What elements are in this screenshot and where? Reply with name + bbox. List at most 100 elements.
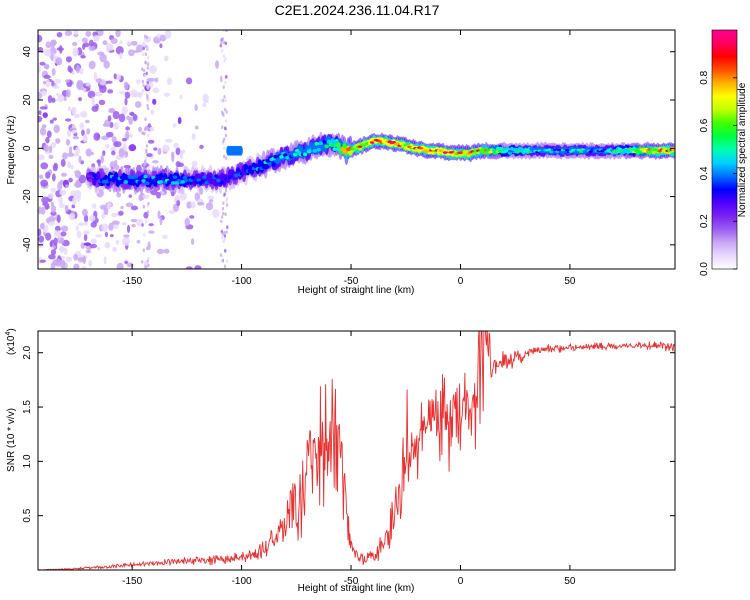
spectrogram-noise-speckle [49,241,53,248]
spectrogram-noise-speckle [159,34,167,42]
spectrogram-noise-speckle [112,246,117,252]
snr-panel: -150 -100 -50 0 50 0.5 1.0 1.5 2.0 Height of st… [5,328,676,594]
spectrogram-noise-streak [222,211,225,216]
spectrogram-noise-speckle [71,71,75,76]
spectrogram-ridge-point [622,150,627,154]
spectrogram-noise-speckle [70,164,74,170]
spectrogram-noise-speckle [128,194,132,198]
spectrogram-noise-streak [225,119,228,123]
spectrogram-noise-streak [223,146,226,150]
spectrogram-noise-speckle [130,205,139,211]
spectrogram-noise-streak [220,48,224,53]
spectrogram-ridge-point [261,165,266,169]
spectrogram-noise-streak [144,159,147,164]
spectrogram-ridge-point [312,149,318,153]
spectrogram-noise-speckle [91,203,97,209]
spectrogram-noise-speckle [39,127,47,136]
spectrogram-ridge-point [332,147,337,151]
spectrogram-noise-speckle [48,154,54,159]
spectrogram-noise-speckle [67,152,74,158]
spectrogram-noise-streak [222,201,225,205]
spectrogram-noise-streak [145,35,149,40]
spectrogram-noise-speckle [107,115,112,122]
spectrogram-noise-streak [222,85,225,89]
colorbar-tick-label: 0.6 [699,118,710,132]
spectrogram-ridge-point [352,148,357,151]
spectrogram-noise-speckle [104,241,111,249]
spectrogram-xlabel: Height of straight line (km) [298,285,415,296]
spectrogram-noise-speckle [125,202,134,208]
spectrogram-noise-speckle [75,225,79,232]
spectrogram-noise-speckle [57,181,63,191]
spectrogram-noise-speckle [163,92,171,97]
spectrogram-x-tick-label: 0 [458,276,464,287]
spectrogram-noise-speckle [52,117,57,121]
spectrogram-noise-speckle [152,160,159,164]
colorbar-tick-label: 0.4 [699,166,710,180]
spectrogram-noise-speckle [38,91,43,100]
spectrogram-ridge-point [216,178,221,183]
spectrogram-noise-speckle [154,77,159,83]
spectrogram-noise-speckle [50,141,57,148]
spectrogram-noise-speckle [133,49,140,53]
spectrogram-noise-speckle [50,249,57,256]
spectrogram-noise-speckle [126,41,132,46]
spectrogram-noise-speckle [185,77,193,85]
snr-x-tick-label: 0 [458,576,464,587]
spectrogram-noise-speckle [166,77,173,86]
spectrogram-noise-speckle [43,48,52,57]
spectrogram-noise-speckle [68,213,76,221]
spectrogram-ridge-point [145,181,150,186]
spectrogram-noise-speckle [101,135,109,141]
spectrogram-noise-streak [146,62,150,67]
spectrogram-noise-streak [144,156,148,161]
spectrogram-noise-speckle [203,99,209,104]
spectrogram-ridge-point [580,148,586,151]
spectrogram-ridge-point [133,174,138,179]
spectrogram-noise-speckle [189,215,195,219]
spectrogram-noise-speckle [148,223,154,227]
spectrogram-noise-speckle [152,87,160,94]
spectrogram-noise-speckle [53,237,58,247]
spectrogram-noise-speckle [115,46,124,55]
spectrogram-noise-speckle [95,234,103,238]
spectrogram-noise-speckle [138,194,144,202]
svg-text:(x104): (x104) [5,328,17,355]
spectrogram-noise-speckle [95,78,103,84]
spectrogram-noise-speckle [72,41,78,47]
spectrogram-noise-speckle [101,213,106,219]
spectrogram-noise-speckle [173,142,179,149]
spectrogram-noise-speckle [81,208,88,217]
spectrogram-noise-speckle [194,104,198,112]
spectrogram-noise-speckle [146,153,153,158]
spectrogram-noise-speckle [194,125,199,130]
spectrogram-noise-speckle [40,179,48,187]
spectrogram-noise-speckle [176,200,181,207]
spectrogram-noise-speckle [78,97,82,102]
colorbar-ticks: 0.0 0.2 0.4 0.6 0.8 [699,70,737,276]
spectrogram-noise-speckle [163,55,169,62]
spectrogram-noise-speckle [122,222,127,226]
spectrogram-noise-speckle [84,221,88,226]
spectrogram-noise-speckle [65,256,73,263]
spectrogram-noise-streak [147,257,150,261]
spectrogram-ridge-point [235,168,241,172]
spectrogram-ridge-point [220,180,225,185]
spectrogram-noise-speckle [102,150,106,157]
spectrogram-noise-streak [222,239,225,244]
spectrogram-noise-speckle [41,196,49,204]
spectrogram-ridge-point [137,180,142,185]
spectrogram-noise-speckle [60,159,66,167]
spectrogram-noise-streak [147,56,150,60]
spectrogram-ridge-point [214,174,219,178]
spectrogram-noise-speckle [207,195,215,200]
spectrogram-ridge-point [86,174,91,178]
spectrogram-noise-speckle [75,64,80,74]
spectrogram-noise-speckle [129,112,135,116]
spectrogram-noise-speckle [93,132,101,141]
spectrogram-noise-speckle [118,91,127,95]
spectrogram-noise-speckle [113,164,120,171]
spectrogram-noise-speckle [68,177,73,183]
spectrogram-noise-speckle [81,37,88,43]
spectrogram-noise-speckle [40,162,49,170]
